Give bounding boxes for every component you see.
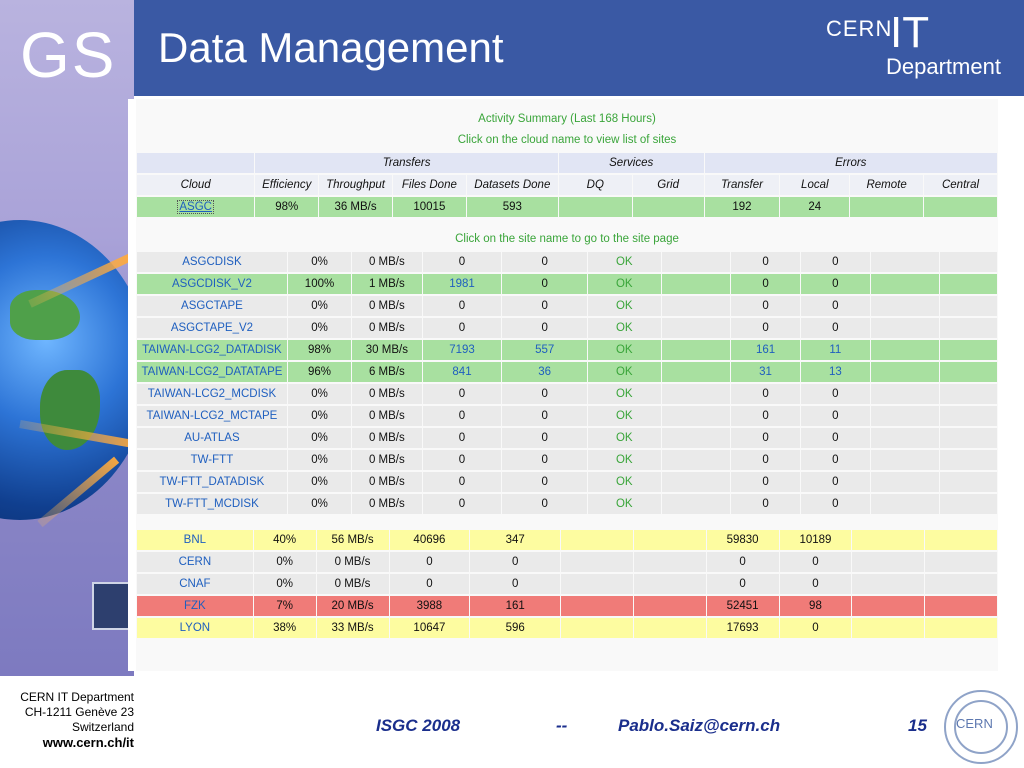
site-link[interactable]: TAIWAN-LCG2_DATATAPE [137, 362, 287, 382]
site-table: ASGCDISK 0% 0 MB/s 0 0 OK 0 0 ASGCDISK_V2 100% 1 M… [136, 250, 998, 516]
col-local: Local [780, 175, 850, 195]
column-group-header: Transfers Services Errors [137, 153, 997, 173]
transfers-group: Transfers [255, 153, 558, 173]
services-group: Services [558, 153, 704, 173]
cern-logo: CERN [944, 690, 1018, 764]
dq-status: OK [587, 384, 661, 404]
dq-status: OK [587, 406, 661, 426]
site-link[interactable]: TW-FTT_DATADISK [137, 472, 287, 492]
table-row: TAIWAN-LCG2_DATATAPE 96% 6 MB/s 841 36 OK 31 13 [137, 362, 997, 382]
cloud-rows: BNL 40% 56 MB/s 40696 347 59830 10189 CERN 0% 0 M… [137, 530, 997, 638]
cloud-link[interactable]: BNL [137, 530, 253, 550]
dq-status: OK [587, 296, 661, 316]
table-row: ASGCTAPE_V2 0% 0 MB/s 0 0 OK 0 0 [137, 318, 997, 338]
site-link[interactable]: TAIWAN-LCG2_MCTAPE [137, 406, 287, 426]
header-bar: Data Management CERN IT Department [134, 0, 1024, 96]
dq-status: OK [587, 362, 661, 382]
activity-summary-panel: Activity Summary (Last 168 Hours) Click … [128, 99, 1000, 671]
left-decoration: GS [0, 0, 134, 676]
col-cloud: Cloud [137, 175, 255, 195]
site-link[interactable]: ASGCDISK_V2 [137, 274, 287, 294]
table-row: ASGC 98% 36 MB/s 10015 593 192 24 [137, 197, 997, 217]
dq-status: OK [587, 274, 661, 294]
cloud-table: Transfers Services Errors Cloud Efficien… [136, 151, 998, 219]
site-link[interactable]: AU-ATLAS [137, 428, 287, 448]
table-row: CERN 0% 0 MB/s 0 0 0 0 [137, 552, 997, 572]
summary-caption: Activity Summary (Last 168 Hours) [478, 113, 656, 125]
org-url[interactable]: www.cern.ch/it [42, 735, 134, 750]
col-dq: DQ [558, 175, 632, 195]
dq-status: OK [587, 494, 661, 514]
column-header: Cloud Efficiency Throughput Files Done D… [137, 175, 997, 195]
table-row: TW-FTT 0% 0 MB/s 0 0 OK 0 0 [137, 450, 997, 470]
site-hint: Click on the site name to go to the site… [455, 233, 679, 245]
site-link[interactable]: TW-FTT_MCDISK [137, 494, 287, 514]
col-files-done: Files Done [392, 175, 466, 195]
table-row: FZK 7% 20 MB/s 3988 161 52451 98 [137, 596, 997, 616]
org-address: CERN IT Department CH-1211 Genève 23 Swi… [0, 690, 134, 750]
col-throughput: Throughput [319, 175, 392, 195]
dq-status: OK [587, 252, 661, 272]
errors-group: Errors [704, 153, 997, 173]
table-row: TAIWAN-LCG2_MCTAPE 0% 0 MB/s 0 0 OK 0 0 [137, 406, 997, 426]
cloud-link[interactable]: FZK [137, 596, 253, 616]
site-link[interactable]: TAIWAN-LCG2_MCDISK [137, 384, 287, 404]
col-grid: Grid [632, 175, 704, 195]
col-remote: Remote [850, 175, 924, 195]
cern-it-logo: CERN IT Department [826, 8, 1001, 79]
site-rows: ASGCDISK 0% 0 MB/s 0 0 OK 0 0 ASGCDISK_V2 100% 1 M… [137, 252, 997, 514]
cloud-link-asgc[interactable]: ASGC [177, 200, 214, 214]
page-number: 15 [908, 716, 927, 735]
laptop-image [92, 582, 132, 630]
table-row: BNL 40% 56 MB/s 40696 347 59830 10189 [137, 530, 997, 550]
table-row: TW-FTT_DATADISK 0% 0 MB/s 0 0 OK 0 0 [137, 472, 997, 492]
author-email[interactable]: Pablo.Saiz@cern.ch [618, 716, 781, 735]
page-title: Data Management [158, 24, 504, 71]
table-row: AU-ATLAS 0% 0 MB/s 0 0 OK 0 0 [137, 428, 997, 448]
event-name: ISGC 2008 [376, 716, 461, 735]
site-link[interactable]: ASGCDISK [137, 252, 287, 272]
dq-status: OK [587, 472, 661, 492]
dq-status: OK [587, 340, 661, 360]
dq-status: OK [587, 428, 661, 448]
table-row: LYON 38% 33 MB/s 10647 596 17693 0 [137, 618, 997, 638]
table-row: ASGCTAPE 0% 0 MB/s 0 0 OK 0 0 [137, 296, 997, 316]
site-link[interactable]: ASGCTAPE [137, 296, 287, 316]
cloud-hint: Click on the cloud name to view list of … [457, 134, 677, 146]
col-transfer: Transfer [704, 175, 780, 195]
cloud-list-table: BNL 40% 56 MB/s 40696 347 59830 10189 CERN 0% 0 M… [136, 528, 998, 640]
table-row: TW-FTT_MCDISK 0% 0 MB/s 0 0 OK 0 0 [137, 494, 997, 514]
site-link[interactable]: TW-FTT [137, 450, 287, 470]
dq-status: OK [587, 450, 661, 470]
table-row: TAIWAN-LCG2_MCDISK 0% 0 MB/s 0 0 OK 0 0 [137, 384, 997, 404]
col-central: Central [924, 175, 997, 195]
gs-logo: GS [20, 19, 117, 91]
cloud-link[interactable]: LYON [137, 618, 253, 638]
site-link[interactable]: TAIWAN-LCG2_DATADISK [137, 340, 287, 360]
site-link[interactable]: ASGCTAPE_V2 [137, 318, 287, 338]
table-row: CNAF 0% 0 MB/s 0 0 0 0 [137, 574, 997, 594]
col-datasets-done: Datasets Done [466, 175, 558, 195]
table-row: TAIWAN-LCG2_DATADISK 98% 30 MB/s 7193 557 OK 1… [137, 340, 997, 360]
footer-separator: -- [556, 716, 568, 735]
cloud-link[interactable]: CERN [137, 552, 253, 572]
dq-status: OK [587, 318, 661, 338]
table-row: ASGCDISK 0% 0 MB/s 0 0 OK 0 0 [137, 252, 997, 272]
cloud-link[interactable]: CNAF [137, 574, 253, 594]
col-efficiency: Efficiency [255, 175, 319, 195]
table-row: ASGCDISK_V2 100% 1 MB/s 1981 0 OK 0 0 [137, 274, 997, 294]
